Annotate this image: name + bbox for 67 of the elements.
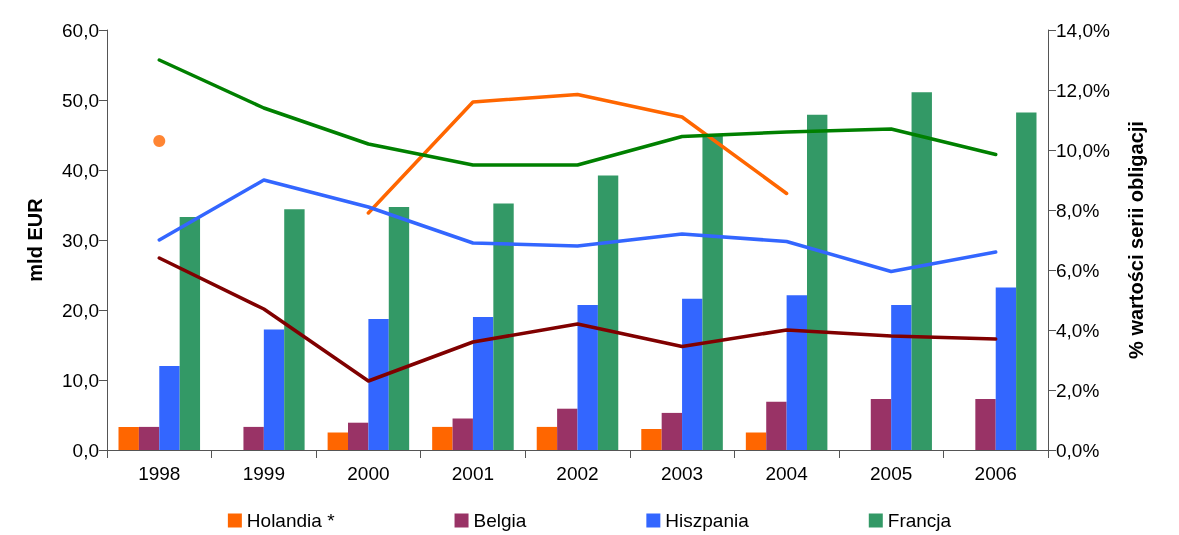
bar	[452, 418, 473, 450]
line-series	[157, 178, 998, 274]
bar	[368, 319, 389, 450]
y-tick-label: 30,0	[62, 229, 99, 251]
legend-label: Francja	[887, 510, 952, 531]
y2-tick-label: 4,0%	[1056, 319, 1100, 341]
y2-tick-label: 2,0%	[1056, 379, 1100, 401]
y-tick-label: 20,0	[62, 299, 99, 321]
x-tick-label: 2004	[765, 463, 809, 484]
legend-label: Belgia	[473, 510, 527, 531]
line-series	[157, 256, 998, 383]
bar	[577, 305, 598, 450]
x-tick-label: 2002	[556, 463, 599, 484]
y2-tick-label: 0,0%	[1056, 439, 1100, 461]
y-tick-label: 50,0	[62, 89, 99, 111]
bar	[641, 429, 662, 450]
bar	[243, 426, 264, 450]
x-tick-label: 1998	[138, 463, 181, 484]
y2-tick-label: 12,0%	[1056, 79, 1110, 101]
bar	[536, 426, 558, 450]
bar	[557, 408, 578, 450]
bar	[348, 422, 369, 450]
x-tick-label: 1999	[242, 463, 285, 484]
line-series	[366, 92, 789, 215]
bar	[911, 92, 932, 450]
y2-tick-label: 10,0%	[1056, 139, 1110, 161]
bar	[975, 398, 996, 450]
bar	[159, 366, 180, 450]
bar	[327, 432, 348, 450]
x-tick-label: 2005	[870, 463, 913, 484]
y2-axis-title: % wartości serii obligacji	[1125, 121, 1147, 359]
bar	[263, 329, 285, 450]
bar	[1016, 112, 1037, 450]
x-tick-label: 2001	[451, 463, 495, 484]
x-tick-label: 2000	[347, 463, 390, 484]
bar	[472, 317, 494, 450]
bar	[118, 426, 139, 450]
bar	[807, 114, 828, 450]
y-axis-title: mld EUR	[24, 197, 46, 282]
bar	[682, 298, 703, 450]
bar	[766, 401, 787, 450]
bar	[702, 135, 723, 450]
bar	[891, 305, 912, 450]
bar	[432, 426, 453, 450]
bar	[745, 432, 767, 450]
bar	[388, 207, 410, 450]
y-tick-label: 0,0	[72, 439, 99, 461]
y2-tick-label: 6,0%	[1056, 259, 1100, 281]
bar	[786, 295, 807, 450]
y-tick-label: 40,0	[62, 159, 99, 181]
bar	[138, 426, 160, 450]
bar	[661, 412, 683, 450]
y2-tick-label: 8,0%	[1056, 199, 1100, 221]
bar	[284, 209, 305, 450]
legend-label: Hiszpania	[665, 510, 750, 531]
bar	[597, 175, 619, 450]
x-tick-label: 2006	[974, 463, 1017, 484]
bar	[493, 203, 514, 450]
y-tick-label: 60,0	[62, 19, 99, 41]
bar	[995, 287, 1017, 450]
bar	[870, 398, 892, 450]
line-series	[157, 58, 998, 167]
y2-tick-label: 14,0%	[1056, 19, 1110, 41]
bar	[179, 216, 201, 450]
legend-label: Holandia *	[246, 510, 336, 531]
y-tick-label: 10,0	[62, 369, 99, 391]
x-tick-label: 2003	[660, 463, 704, 484]
